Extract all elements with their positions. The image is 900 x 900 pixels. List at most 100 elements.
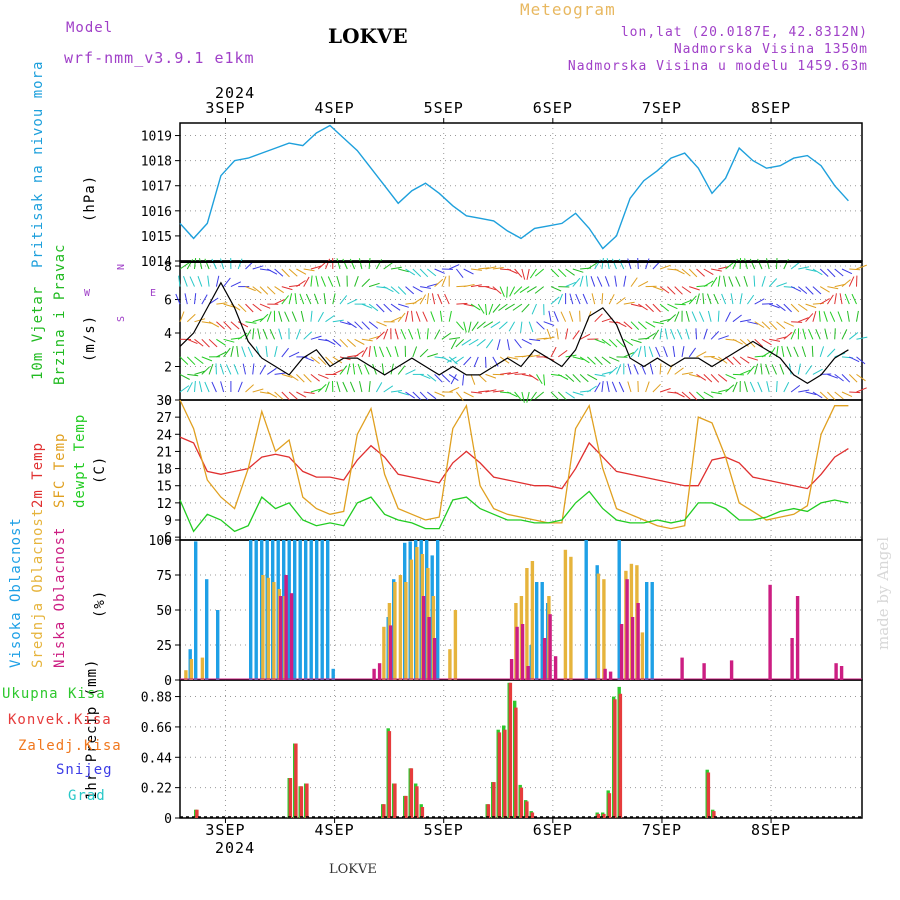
cloud-bar-2-23 [702, 663, 706, 680]
wind-arrow-432 [572, 268, 584, 273]
wind-arrow-690 [805, 303, 817, 309]
wind-arrow-2 [175, 293, 181, 305]
cloud-bar-1-27 [596, 573, 601, 680]
wind-arrow-232 [390, 266, 402, 270]
wind-arrow-482 [616, 297, 626, 305]
cloud-bar-2-13 [542, 638, 547, 680]
wind-arrow-424 [565, 268, 575, 276]
wind-arrow-10 [184, 293, 188, 305]
wind-arrow-341 [485, 356, 487, 368]
precip-bar-1-20 [530, 812, 535, 818]
wind-arrow-654 [765, 363, 770, 375]
wind-arrow-571 [691, 311, 697, 322]
wind-arrow-503 [627, 381, 632, 393]
ytick-label-3-1: 25 [156, 639, 172, 654]
wind-arrow-321 [470, 284, 482, 288]
wind-arrow-550 [674, 367, 684, 375]
wind-arrow-395 [536, 321, 545, 330]
wind-arrow-122 [288, 293, 293, 305]
wind-title-1: 10m Vjetar [30, 285, 46, 380]
wind-arrow-649 [768, 278, 778, 287]
wind-arrow-211 [368, 321, 379, 329]
wind-arrow-89 [259, 286, 269, 295]
wind-arrow-110 [274, 372, 286, 375]
wind-arrow-274 [426, 293, 430, 305]
day-top-4: 7SEP [642, 99, 682, 117]
wind-arrow-662 [771, 364, 777, 375]
wind-arrow-635 [754, 321, 765, 328]
wind-arrow-226 [383, 303, 392, 313]
wind-arrow-49 [223, 277, 231, 287]
ytick-label-4-0: 0 [164, 812, 172, 827]
cloud-bar-2-12 [526, 666, 530, 680]
wind-arrow-465 [596, 276, 603, 287]
wind-arrow-449 [585, 275, 588, 287]
wind-arrow-529 [659, 286, 670, 294]
cloud-bar-1-25 [563, 549, 568, 680]
wind-arrow-633 [753, 275, 756, 287]
wind-arrow-326 [470, 374, 476, 385]
wind-arrow-106 [274, 299, 285, 305]
pressure-title: Pritisak na nivou mora [30, 60, 46, 268]
wind-arrow-291 [439, 310, 443, 322]
wind-arrow-647 [757, 381, 763, 393]
wind-arrow-621 [739, 356, 750, 364]
ytick-label-3-4: 100 [149, 534, 172, 549]
wind-arrow-146 [305, 293, 312, 305]
wind-arrow-629 [747, 356, 759, 361]
wind-arrow-559 [681, 391, 691, 400]
wind-arrow-197 [354, 350, 364, 358]
wind-arrow-605 [725, 356, 734, 365]
wind-arrow-108 [269, 328, 276, 340]
precip-bar-1-8 [404, 795, 408, 818]
wind-arrow-673 [790, 286, 802, 292]
wind-arrow-334 [477, 374, 487, 383]
wind-arrow-178 [339, 295, 348, 305]
wind-arrow-190 [346, 363, 351, 375]
wind-arrow-319 [463, 391, 474, 398]
wind-arrow-632 [749, 258, 756, 270]
wind-arrow-220 [376, 331, 385, 340]
wind-arrow-96 [267, 268, 278, 275]
wind-arrow-160 [325, 258, 331, 270]
wind-arrow-668 [783, 331, 793, 340]
wind-arrow-652 [769, 338, 781, 342]
wind-arrow-130 [294, 293, 297, 305]
wind-arrow-723 [829, 311, 836, 322]
wind-arrow-244 [394, 328, 399, 340]
wind-arrow-306 [456, 302, 468, 305]
wind-arrow-118 [281, 373, 293, 378]
wind-arrow-525 [648, 346, 654, 358]
cloud-bar-1-26 [569, 556, 573, 680]
precip-bar-1-26 [706, 772, 711, 818]
wind-title-2: Brzina i Pravac [52, 243, 68, 385]
wind-arrow-431 [565, 391, 575, 399]
wind-arrow-344 [492, 267, 504, 270]
wind-arrow-740 [848, 332, 859, 340]
wind-arrow-463 [594, 382, 601, 393]
wind-arrow-125 [288, 351, 300, 358]
wind-arrow-445 [579, 356, 590, 364]
wind-arrow-729 [841, 279, 851, 287]
wind-arrow-400 [534, 268, 545, 277]
wind-arrow-499 [630, 321, 640, 330]
wind-arrow-454 [587, 373, 598, 381]
wind-arrow-422 [558, 373, 569, 380]
wind-arrow-138 [299, 293, 305, 305]
wind-arrow-611 [732, 314, 742, 323]
precip-bar-1-17 [514, 707, 518, 818]
ytick-label-2-1: 9 [164, 514, 172, 529]
ytick-label-2-3: 15 [156, 480, 172, 495]
wind-arrow-256 [412, 268, 422, 277]
wind-arrow-47 [211, 381, 217, 393]
wind-arrow-294 [441, 374, 451, 383]
cloud-title-2: Srednja Oblacnost [30, 507, 46, 668]
wind-arrow-399 [529, 391, 537, 402]
wind-arrow-224 [383, 262, 393, 270]
wind-arrow-77 [241, 346, 246, 358]
wind-arrow-187 [347, 321, 357, 329]
ytick-label-0-0: 1014 [141, 255, 172, 270]
precip-legend-item-4: Grad [68, 788, 106, 804]
wind-arrow-532 [659, 328, 663, 340]
wind-arrow-142 [303, 374, 312, 383]
